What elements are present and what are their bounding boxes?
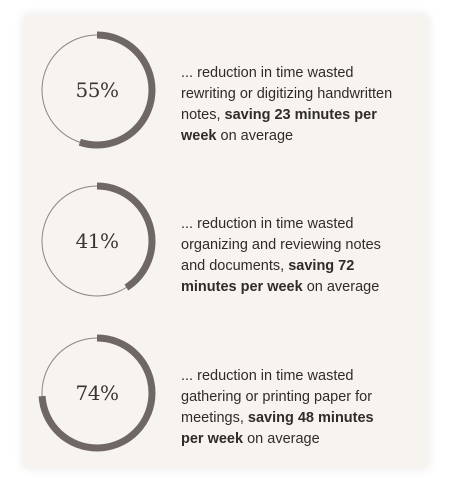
stats-card: 55% ... reduction in time wasted rewriti… [24, 15, 428, 468]
progress-ring-svg [38, 182, 156, 300]
progress-ring-svg [38, 334, 156, 452]
description-text: ... reduction in time wasted organizing … [181, 216, 381, 274]
percent-value: 41% [75, 229, 119, 253]
description-suffix: on average [302, 279, 380, 295]
stat-item-rewriting: 55% ... reduction in time wasted rewriti… [24, 30, 428, 160]
progress-ring: 74% [37, 333, 157, 453]
description-highlight: saving 23 minutes per week [181, 107, 377, 144]
percent-value: 74% [75, 381, 119, 405]
stat-description: ... reduction in time wasted organizing … [181, 214, 396, 298]
ring-fill [38, 31, 156, 149]
stat-description: ... reduction in time wasted rewriting o… [181, 63, 396, 147]
progress-ring: 55% [37, 30, 157, 150]
ring-fill [38, 334, 156, 452]
description-text: ... reduction in time wasted gathering o… [181, 368, 373, 426]
progress-ring: 41% [37, 181, 157, 301]
stat-item-gathering: 74% ... reduction in time wasted gatheri… [24, 333, 428, 463]
description-text: ... reduction in time wasted rewriting o… [181, 65, 393, 123]
percent-value: 55% [75, 78, 119, 102]
description-highlight: saving 48 minutes per week [181, 410, 374, 447]
progress-ring-svg [38, 31, 156, 149]
description-highlight: saving 72 minutes per week [181, 258, 355, 295]
description-suffix: on average [243, 431, 320, 447]
stat-description: ... reduction in time wasted gathering o… [181, 366, 396, 450]
stat-item-organizing: 41% ... reduction in time wasted organiz… [24, 181, 428, 311]
ring-fill [38, 182, 156, 300]
description-suffix: on average [216, 128, 294, 144]
